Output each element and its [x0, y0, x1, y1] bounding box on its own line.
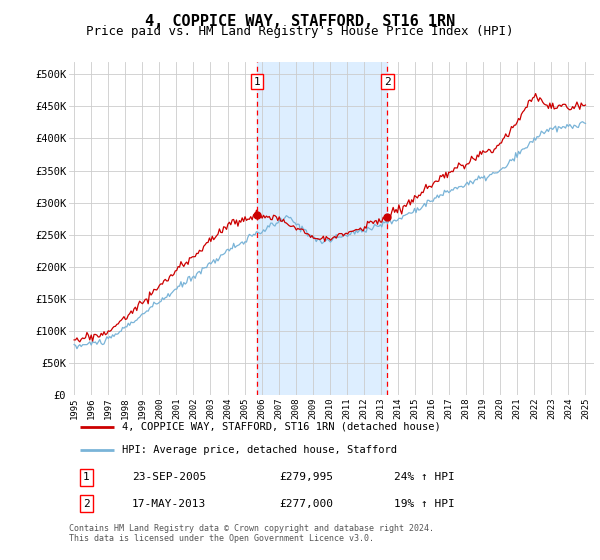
Text: 1: 1 [254, 77, 260, 87]
Text: 19% ↑ HPI: 19% ↑ HPI [395, 499, 455, 508]
Text: 4, COPPICE WAY, STAFFORD, ST16 1RN: 4, COPPICE WAY, STAFFORD, ST16 1RN [145, 14, 455, 29]
Text: 2: 2 [384, 77, 391, 87]
Text: 24% ↑ HPI: 24% ↑ HPI [395, 473, 455, 482]
Text: £279,995: £279,995 [279, 473, 333, 482]
Text: 2: 2 [83, 499, 90, 508]
Text: HPI: Average price, detached house, Stafford: HPI: Average price, detached house, Staf… [121, 445, 397, 455]
Text: 23-SEP-2005: 23-SEP-2005 [132, 473, 206, 482]
Text: £277,000: £277,000 [279, 499, 333, 508]
Text: 1: 1 [83, 473, 90, 482]
Text: Price paid vs. HM Land Registry's House Price Index (HPI): Price paid vs. HM Land Registry's House … [86, 25, 514, 38]
Text: 4, COPPICE WAY, STAFFORD, ST16 1RN (detached house): 4, COPPICE WAY, STAFFORD, ST16 1RN (deta… [121, 422, 440, 432]
Text: 17-MAY-2013: 17-MAY-2013 [132, 499, 206, 508]
Text: Contains HM Land Registry data © Crown copyright and database right 2024.
This d: Contains HM Land Registry data © Crown c… [69, 524, 434, 543]
Bar [257, 62, 388, 395]
